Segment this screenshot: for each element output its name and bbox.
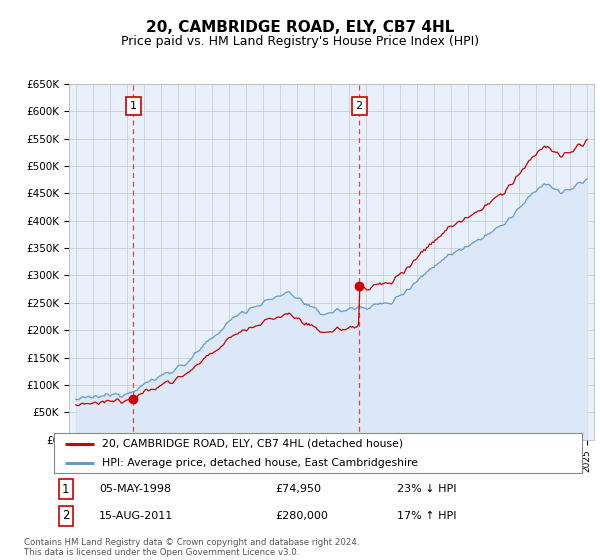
Text: 23% ↓ HPI: 23% ↓ HPI [397, 484, 457, 494]
Text: 2: 2 [356, 101, 362, 111]
Text: HPI: Average price, detached house, East Cambridgeshire: HPI: Average price, detached house, East… [101, 458, 418, 468]
Text: 17% ↑ HPI: 17% ↑ HPI [397, 511, 457, 521]
Text: Contains HM Land Registry data © Crown copyright and database right 2024.
This d: Contains HM Land Registry data © Crown c… [24, 538, 359, 557]
Text: 1: 1 [130, 101, 137, 111]
Text: £280,000: £280,000 [276, 511, 329, 521]
Text: 15-AUG-2011: 15-AUG-2011 [99, 511, 173, 521]
Text: 05-MAY-1998: 05-MAY-1998 [99, 484, 171, 494]
Text: 20, CAMBRIDGE ROAD, ELY, CB7 4HL: 20, CAMBRIDGE ROAD, ELY, CB7 4HL [146, 20, 454, 35]
Text: £74,950: £74,950 [276, 484, 322, 494]
Text: 20, CAMBRIDGE ROAD, ELY, CB7 4HL (detached house): 20, CAMBRIDGE ROAD, ELY, CB7 4HL (detach… [101, 439, 403, 449]
Text: 2: 2 [62, 510, 70, 522]
Text: 1: 1 [62, 483, 70, 496]
Text: Price paid vs. HM Land Registry's House Price Index (HPI): Price paid vs. HM Land Registry's House … [121, 35, 479, 48]
